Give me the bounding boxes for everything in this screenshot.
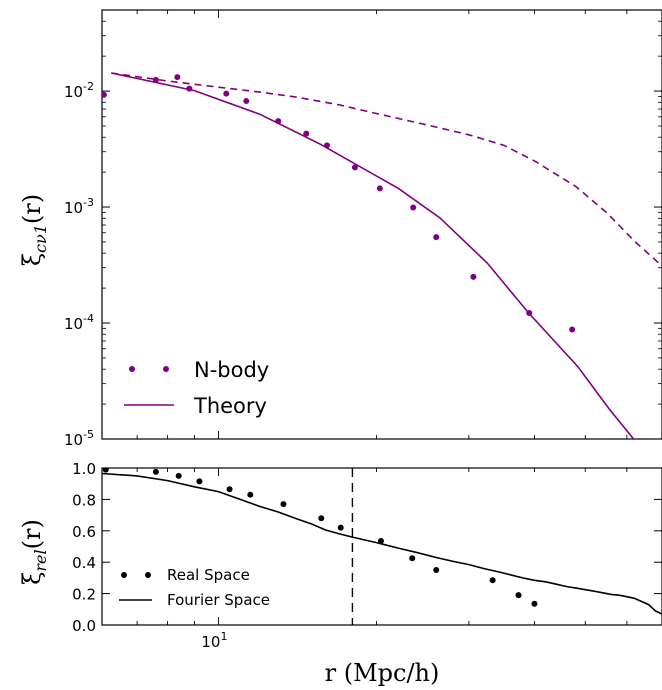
- theory-line: [111, 72, 635, 439]
- x-tick-base: 10: [201, 633, 220, 651]
- top-y-tick-exponent: -2: [83, 80, 94, 93]
- x-tick-exponent: 1: [220, 630, 227, 643]
- nbody-point: [569, 326, 576, 333]
- nbody-point: [376, 185, 383, 192]
- real-space-point: [175, 472, 182, 479]
- real-space-point: [318, 515, 325, 522]
- y-label-argument: (r): [18, 194, 46, 224]
- top-plot-frame: [101, 9, 662, 440]
- nbody-point: [174, 74, 181, 81]
- real-space-point: [226, 486, 233, 493]
- top-y-tick-base: 10: [64, 315, 83, 333]
- legend-label: Real Space: [167, 566, 250, 584]
- top-y-tick-label: 10-3: [64, 196, 94, 217]
- nbody-point: [102, 91, 107, 98]
- nbody-point: [410, 204, 417, 211]
- fourier-space-line: [102, 472, 662, 615]
- dashed-series-line: [111, 72, 662, 267]
- bottom-legend: Real Space Fourier Space: [119, 566, 270, 609]
- legend-label: N-body: [194, 358, 269, 382]
- real-space-point: [102, 468, 109, 473]
- real-space-point: [152, 468, 159, 475]
- real-space-point: [409, 555, 416, 562]
- nbody-point: [243, 98, 250, 105]
- bottom-x-tick-label: 101: [201, 630, 227, 651]
- real-space-point: [196, 478, 203, 485]
- bottom-y-axis-label: ξrel(r): [18, 519, 50, 585]
- top-y-tick-label: 10-5: [64, 428, 94, 449]
- top-y-tick-base: 10: [64, 431, 83, 449]
- legend-marker-point: [163, 366, 169, 372]
- top-y-ticks: 10-210-310-410-5: [64, 9, 662, 449]
- real-space-point: [377, 538, 384, 545]
- legend-label: Theory: [193, 394, 267, 418]
- top-y-tick-base: 10: [64, 83, 83, 101]
- bottom-y-tick-label: 0.8: [72, 491, 96, 509]
- y-label-symbol: ξ: [18, 572, 46, 585]
- bottom-y-tick-label: 0.2: [72, 586, 96, 604]
- top-y-tick-exponent: -3: [83, 196, 94, 209]
- real-space-point: [433, 567, 440, 574]
- bottom-plot-frame: [101, 467, 662, 626]
- real-space-point: [247, 491, 254, 498]
- nbody-point: [470, 273, 477, 280]
- y-label-subscript: rel: [31, 549, 50, 571]
- legend-marker-point: [129, 366, 135, 372]
- y-label-symbol: ξ: [18, 253, 46, 266]
- top-legend: N-body Theory: [124, 358, 269, 418]
- top-y-tick-exponent: -4: [83, 312, 94, 325]
- bottom-panel: 0.0 0.2 0.4 0.6 0.8 1.0 101 Real Space Fourier…: [18, 460, 662, 687]
- top-y-axis-label: ξcν1(r): [18, 194, 50, 266]
- bottom-y-tick-label: 0.0: [72, 617, 96, 635]
- bottom-marks: [102, 468, 662, 625]
- real-space-point: [515, 592, 522, 599]
- real-space-point: [531, 600, 538, 607]
- top-marks: [102, 72, 662, 439]
- bottom-y-tick-label: 1.0: [72, 460, 96, 478]
- real-space-point: [337, 524, 344, 531]
- nbody-point: [351, 164, 358, 171]
- bottom-x-ticks: 101: [101, 468, 662, 651]
- top-y-tick-label: 10-4: [64, 312, 94, 333]
- nbody-point: [223, 90, 230, 97]
- bottom-y-ticks: 0.0 0.2 0.4 0.6 0.8 1.0: [72, 460, 662, 635]
- legend-marker-point: [145, 572, 151, 578]
- real-space-point: [280, 501, 287, 508]
- top-y-tick-label: 10-2: [64, 80, 94, 101]
- y-label-subscript: cν1: [31, 224, 50, 253]
- nbody-point: [433, 234, 440, 241]
- bottom-y-tick-label: 0.4: [72, 554, 96, 572]
- bottom-x-axis-label: r (Mpc/h): [325, 659, 440, 687]
- bottom-y-tick-label: 0.6: [72, 523, 96, 541]
- legend-marker-point: [121, 572, 127, 578]
- real-space-point: [489, 577, 496, 584]
- nbody-point: [303, 130, 310, 137]
- legend-label: Fourier Space: [167, 591, 270, 609]
- y-label-argument: (r): [18, 519, 46, 549]
- top-y-tick-exponent: -5: [83, 428, 94, 441]
- top-y-tick-base: 10: [64, 199, 83, 217]
